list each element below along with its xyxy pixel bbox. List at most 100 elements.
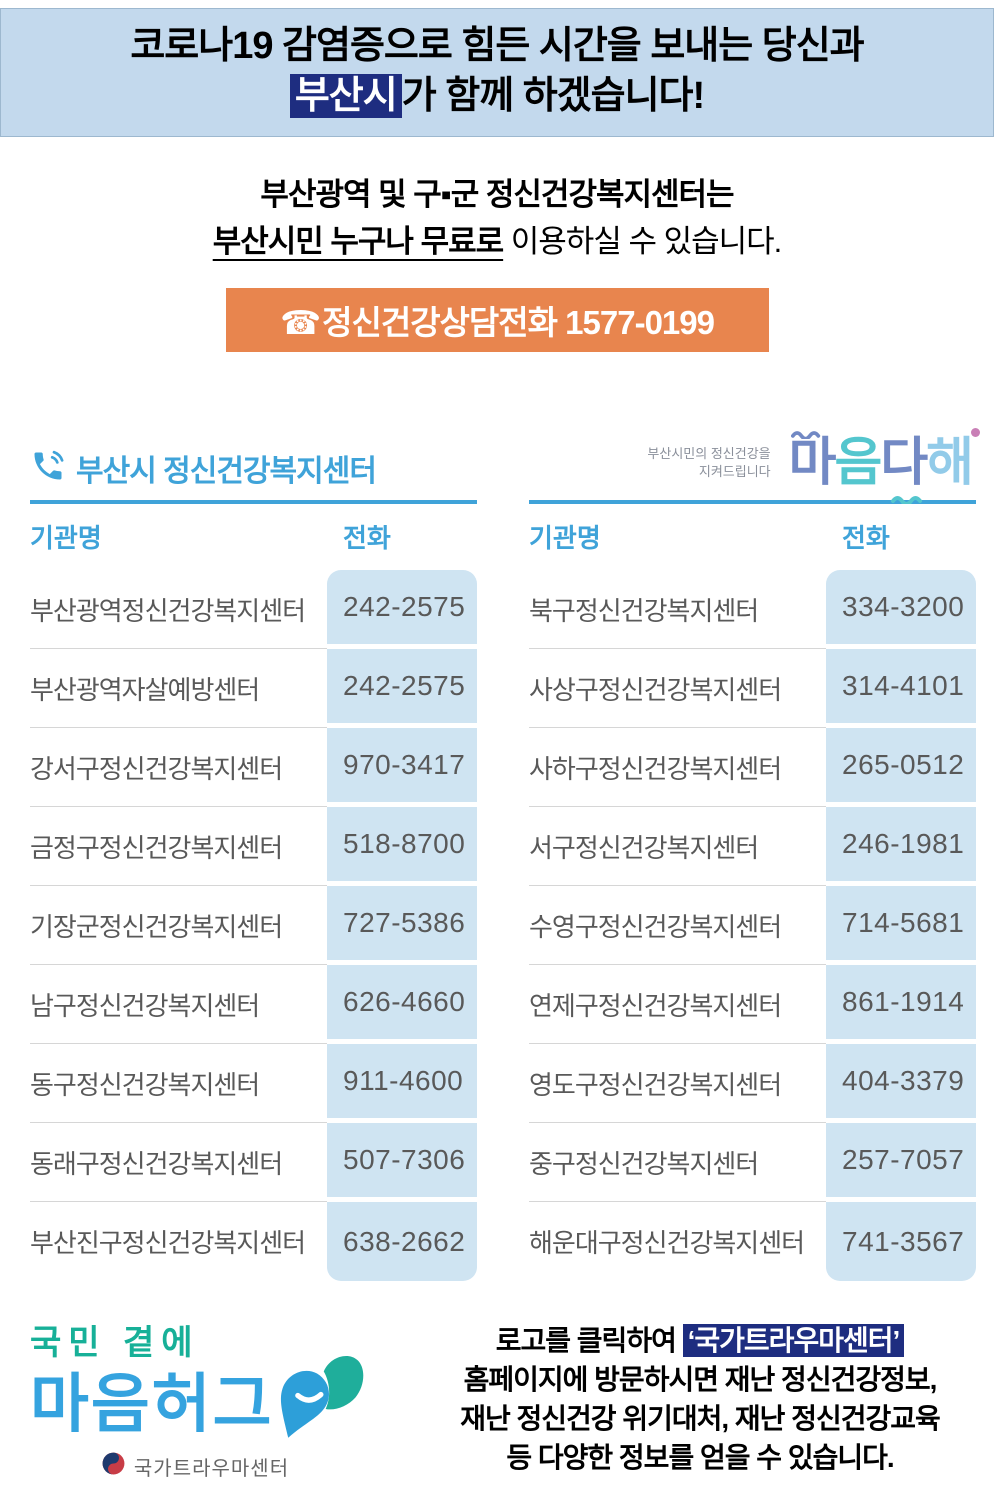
center-name: 부산진구정신건강복지센터 [30,1228,306,1258]
table-row: 연제구정신건강복지센터 861-1914 [529,965,976,1044]
center-name: 동구정신건강복지센터 [30,1044,327,1123]
left-table-rows: 부산광역정신건강복지센터 242-2575 부산광역자살예방센터 242-257… [30,570,477,1281]
maumhug-logo-row: 마음허그 [30,1355,430,1447]
intro-underline: 부산시민 누구나 무료로 [212,224,504,259]
table-row: 금정구정신건강복지센터 518-8700 [30,807,477,886]
right-table-rows: 북구정신건강복지센터 334-3200 사상구정신건강복지센터 314-4101… [529,570,976,1281]
table-row: 남구정신건강복지센터 626-4660 [30,965,477,1044]
intro-text: 부산광역 및 구▪군 정신건강복지센터는 부산시민 누구나 무료로 이용하실 수… [0,171,994,265]
trauma-center-org-row: 국가트라우마센터 [30,1451,360,1481]
table-row: 해운대구정신건강복지센터 741-3567 [529,1202,976,1281]
center-phone: 334-3200 [826,570,976,644]
center-phone: 626-4660 [327,965,477,1039]
left-divider [30,500,477,504]
center-name: 사상구정신건강복지센터 [529,649,826,728]
center-name: 중구정신건강복지센터 [529,1123,826,1202]
column-header-phone: 전화 [842,522,890,553]
footer-line-3: 재난 정신건강 위기대처, 재난 정신건강교육 [460,1403,941,1434]
table-row: 서구정신건강복지센터 246-1981 [529,807,976,886]
table-row: 북구정신건강복지센터 334-3200 [529,570,976,649]
center-phone: 741-3567 [826,1202,976,1281]
center-phone: 257-7057 [826,1123,976,1197]
center-phone: 265-0512 [826,728,976,802]
left-table-column: 부산시 정신건강복지센터 기관명 전화 부산광역정신건강복지센터 242-257… [30,400,477,1281]
right-columns-header: 기관명 전화 [529,520,976,553]
center-tables: 부산시 정신건강복지센터 기관명 전화 부산광역정신건강복지센터 242-257… [30,400,980,1281]
center-name: 북구정신건강복지센터 [529,570,826,649]
center-phone: 638-2662 [327,1202,477,1281]
column-header-phone: 전화 [343,522,391,553]
table-row: 부산진구정신건강복지센터 638-2662 [30,1202,477,1281]
logo-char-4: 해 [926,434,974,492]
right-table-column: 부산시민의 정신건강을 지켜드립니다 마음다해 기관명 전화 [529,400,980,1281]
brand-tagline-line-1: 부산시민의 정신건강을 [647,446,771,461]
intro-line-2-rest: 이용하실 수 있습니다. [503,224,783,259]
center-name: 남구정신건강복지센터 [30,965,327,1044]
banner-line-2-rest: 가 함께 하겠습니다! [401,75,705,117]
center-phone: 404-3379 [826,1044,976,1118]
maumhug-wordmark: 마음허그 [30,1368,274,1440]
center-name: 금정구정신건강복지센터 [30,807,327,886]
center-phone: 714-5681 [826,886,976,960]
center-phone: 314-4101 [826,649,976,723]
banner-line-1: 코로나19 감염증으로 힘든 시간을 보내는 당신과 [130,25,864,67]
phone-handset-icon [30,448,66,489]
maumdahae-logo: 마음다해 [785,428,980,506]
intro-line-1: 부산광역 및 구▪군 정신건강복지센터는 [260,177,734,212]
table-row: 부산광역자살예방센터 242-2575 [30,649,477,728]
table-row: 수영구정신건강복지센터 714-5681 [529,886,976,965]
center-phone: 518-8700 [327,807,477,881]
table-row: 동구정신건강복지센터 911-4600 [30,1044,477,1123]
left-columns-header: 기관명 전화 [30,520,477,553]
center-phone: 861-1914 [826,965,976,1039]
logo-char-3: 다 [880,434,928,492]
busan-city-highlight: 부산시 [289,74,402,118]
trauma-center-highlight: ‘국가트라우마센터’ [682,1324,905,1357]
wave-icon [790,422,823,441]
left-table-header-zone: 부산시 정신건강복지센터 [30,400,477,500]
covid-banner: 코로나19 감염증으로 힘든 시간을 보내는 당신과 부산시 가 함께 하겠습니다… [0,8,994,137]
wave-icon [889,487,927,506]
left-section-title: 부산시 정신건강복지센터 [30,446,377,490]
hotline-label: 정신건강상담전화 [322,304,558,341]
maumhug-logo-link[interactable]: 국민 곁에 마음허그 국가트라우마센터 [30,1315,430,1481]
left-section-title-text: 부산시 정신건강복지센터 [76,455,377,488]
banner-line-2: 부산시 가 함께 하겠습니다! [1,71,993,121]
table-row: 기장군정신건강복지센터 727-5386 [30,886,477,965]
hotline-number: 1577-0199 [565,304,715,341]
center-name: 해운대구정신건강복지센터 [529,1228,805,1258]
center-phone: 970-3417 [327,728,477,802]
pink-dot-icon [970,428,980,437]
footer-line-1-prefix: 로고를 클릭하여 [495,1325,683,1356]
maumdahae-brand: 부산시민의 정신건강을 지켜드립니다 마음다해 [647,428,980,506]
center-name: 수영구정신건강복지센터 [529,886,826,965]
center-phone: 242-2575 [327,649,477,723]
center-name: 서구정신건강복지센터 [529,807,826,886]
center-name: 부산광역자살예방센터 [30,649,327,728]
trauma-center-org-name: 국가트라우마센터 [133,1457,290,1480]
table-row: 동래구정신건강복지센터 507-7306 [30,1123,477,1202]
table-row: 부산광역정신건강복지센터 242-2575 [30,570,477,649]
heart-bubble-icon [270,1350,366,1447]
center-phone: 911-4600 [327,1044,477,1118]
center-phone: 246-1981 [826,807,976,881]
footer-description: 로고를 클릭하여 ‘국가트라우마센터’ 홈페이지에 방문하시면 재난 정신건강정… [430,1321,970,1477]
footer-line-4: 등 다양한 정보를 얻을 수 있습니다. [506,1442,894,1473]
center-name: 연제구정신건강복지센터 [529,965,826,1044]
maumhug-slogan: 국민 곁에 [30,1324,200,1362]
center-name: 기장군정신건강복지센터 [30,886,327,965]
logo-char-2: 음 [834,434,882,492]
table-row: 중구정신건강복지센터 257-7057 [529,1123,976,1202]
right-table-header-zone: 부산시민의 정신건강을 지켜드립니다 마음다해 [529,400,980,506]
footer-line-1: 로고를 클릭하여 ‘국가트라우마센터’ [430,1321,970,1360]
table-row: 사상구정신건강복지센터 314-4101 [529,649,976,728]
footer: 국민 곁에 마음허그 국가트라우마센터 로고를 클릭하여 ‘국 [30,1315,970,1481]
brand-tagline: 부산시민의 정신건강을 지켜드립니다 [647,445,770,481]
footer-line-2: 홈페이지에 방문하시면 재난 정신건강정보, [463,1364,938,1395]
intro-line-2: 부산시민 누구나 무료로 이용하실 수 있습니다. [0,218,994,265]
center-name: 동래구정신건강복지센터 [30,1123,327,1202]
brand-tagline-line-2: 지켜드립니다 [698,464,771,479]
hotline-banner: ☎정신건강상담전화 1577-0199 [225,288,769,352]
center-name: 강서구정신건강복지센터 [30,728,327,807]
center-phone: 507-7306 [327,1123,477,1197]
